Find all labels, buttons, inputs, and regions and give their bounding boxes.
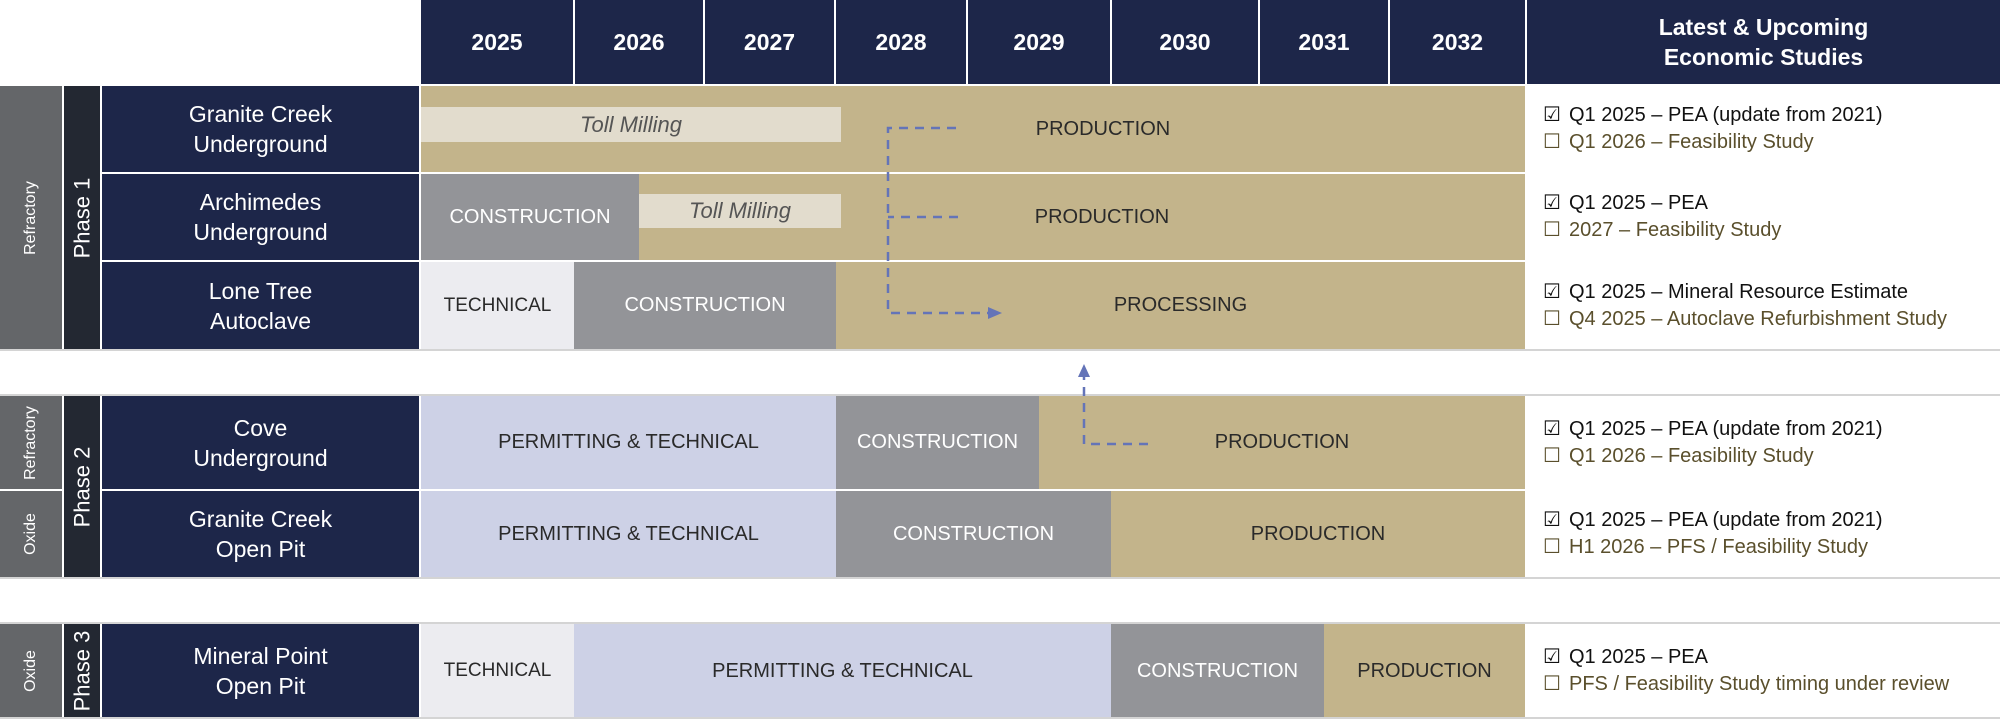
- group-label-oxide: Oxide: [0, 624, 62, 718]
- project-name: Lone Tree Autoclave: [102, 262, 419, 349]
- phase-label-1: Phase 1: [64, 86, 100, 349]
- technical-bar: TECHNICAL: [421, 624, 574, 718]
- permitting-technical-bar: PERMITTING & TECHNICAL: [574, 624, 1111, 718]
- construction-bar: CONSTRUCTION: [1111, 624, 1324, 718]
- year-label: 2028: [875, 28, 927, 55]
- year-header-2032: 2032: [1390, 0, 1525, 84]
- year-header-2025: 2025: [421, 0, 573, 84]
- year-label: 2032: [1431, 28, 1484, 55]
- project-name: Granite Creek Underground: [102, 86, 419, 172]
- project-name: Archimedes Underground: [102, 174, 419, 260]
- study-item-pending: ☐ PFS / Feasibility Study timing under re…: [1543, 671, 2000, 698]
- construction-bar: CONSTRUCTION: [836, 396, 1039, 489]
- unchecked-box-icon: ☐: [1543, 307, 1561, 330]
- checked-box-icon: ☑: [1543, 417, 1561, 440]
- studies-cell: ☑ Q1 2025 – PEA (update from 2021) ☐ Q1 20…: [1527, 86, 2000, 172]
- toll-milling-bar: Toll Milling: [639, 194, 841, 228]
- group-label-oxide: Oxide: [0, 491, 62, 577]
- studies-cell: ☑ Q1 2025 – PEA ☐ 2027 – Feasibility Study: [1527, 174, 2000, 260]
- production-bar: PRODUCTION: [1324, 624, 1525, 718]
- construction-bar: CONSTRUCTION: [421, 174, 639, 260]
- study-item-pending: ☐ 2027 – Feasibility Study: [1543, 217, 2000, 244]
- checked-box-icon: ☑: [1543, 280, 1561, 303]
- checked-box-icon: ☑: [1543, 646, 1561, 668]
- studies-cell: ☑ Q1 2025 – PEA ☐ PFS / Feasibility Study …: [1527, 624, 2000, 718]
- separator-line: [0, 622, 2000, 624]
- studies-cell: ☑ Q1 2025 – PEA (update from 2021) ☐ H1 20…: [1527, 491, 2000, 577]
- processing-bar: PROCESSING: [836, 262, 1525, 349]
- checked-box-icon: ☑: [1543, 104, 1561, 126]
- unchecked-box-icon: ☐: [1543, 444, 1561, 467]
- project-name: Cove Underground: [102, 396, 419, 489]
- construction-bar: CONSTRUCTION: [574, 262, 836, 349]
- study-item-done: ☑ Q1 2025 – PEA (update from 2021): [1543, 102, 2000, 129]
- year-label: 2025: [471, 28, 523, 55]
- production-bar: PRODUCTION: [1039, 396, 1525, 489]
- studies-cell: ☑ Q1 2025 – PEA (update from 2021) ☐ Q1 20…: [1527, 396, 2000, 489]
- studies-header-line2: Economic Studies: [1663, 44, 1864, 70]
- study-item-done: ☑ Q1 2025 – Mineral Resource Estimate: [1543, 279, 2000, 306]
- study-item-pending: ☐ Q1 2026 – Feasibility Study: [1543, 443, 2000, 470]
- group-label-refractory: Refractory: [0, 86, 62, 349]
- year-label: 2031: [1298, 28, 1350, 55]
- study-item-done: ☑ Q1 2025 – PEA: [1543, 190, 2000, 217]
- separator-line: [0, 717, 2000, 719]
- unchecked-box-icon: ☐: [1543, 219, 1561, 241]
- year-header-2031: 2031: [1260, 0, 1388, 84]
- phase-label-3: Phase 3: [64, 624, 100, 718]
- year-label: 2027: [743, 28, 796, 55]
- dashed-connector: [1082, 375, 1148, 446]
- separator-line: [0, 577, 2000, 579]
- unchecked-box-icon: ☐: [1543, 131, 1561, 153]
- separator-line: [0, 394, 2000, 396]
- year-header-2028: 2028: [836, 0, 966, 84]
- studies-header: Latest & Upcoming Economic Studies: [1527, 0, 2000, 84]
- group-label-refractory: Refractory: [0, 396, 62, 489]
- checked-box-icon: ☑: [1543, 192, 1561, 214]
- permitting-technical-bar: PERMITTING & TECHNICAL: [421, 491, 836, 577]
- separator-line: [0, 349, 2000, 351]
- year-header-2026: 2026: [575, 0, 703, 84]
- studies-header-line1: Latest & Upcoming: [1658, 14, 1869, 40]
- study-item-pending: ☐ Q4 2025 – Autoclave Refurbishment Study: [1543, 306, 2000, 333]
- year-header-2030: 2030: [1112, 0, 1258, 84]
- project-name: Granite Creek Open Pit: [102, 491, 419, 577]
- study-item-done: ☑ Q1 2025 – PEA: [1543, 644, 2000, 671]
- unchecked-box-icon: ☐: [1543, 536, 1561, 558]
- arrow-head-right: [988, 307, 1002, 319]
- project-name: Mineral Point Open Pit: [102, 624, 419, 718]
- permitting-technical-bar: PERMITTING & TECHNICAL: [421, 396, 836, 489]
- checked-box-icon: ☑: [1543, 509, 1561, 531]
- phase-label-2: Phase 2: [64, 396, 100, 577]
- year-header-2029: 2029: [968, 0, 1110, 84]
- studies-cell: ☑ Q1 2025 – Mineral Resource Estimate ☐ Q4…: [1527, 262, 2000, 349]
- year-header-2027: 2027: [705, 0, 834, 84]
- unchecked-box-icon: ☐: [1543, 673, 1561, 695]
- year-label: 2026: [613, 28, 665, 55]
- arrow-head-up: [1078, 364, 1090, 377]
- technical-bar: TECHNICAL: [421, 262, 574, 349]
- study-item-done: ☑ Q1 2025 – PEA (update from 2021): [1543, 416, 2000, 443]
- year-label: 2030: [1159, 28, 1211, 55]
- study-item-pending: ☐ H1 2026 – PFS / Feasibility Study: [1543, 534, 2000, 561]
- construction-bar: CONSTRUCTION: [836, 491, 1111, 577]
- dashed-connector: [886, 126, 990, 315]
- study-item-pending: ☐ Q1 2026 – Feasibility Study: [1543, 129, 2000, 156]
- toll-milling-bar: Toll Milling: [421, 107, 841, 142]
- production-bar: PRODUCTION: [1111, 491, 1525, 577]
- study-item-done: ☑ Q1 2025 – PEA (update from 2021): [1543, 507, 2000, 534]
- year-label: 2029: [1013, 28, 1065, 55]
